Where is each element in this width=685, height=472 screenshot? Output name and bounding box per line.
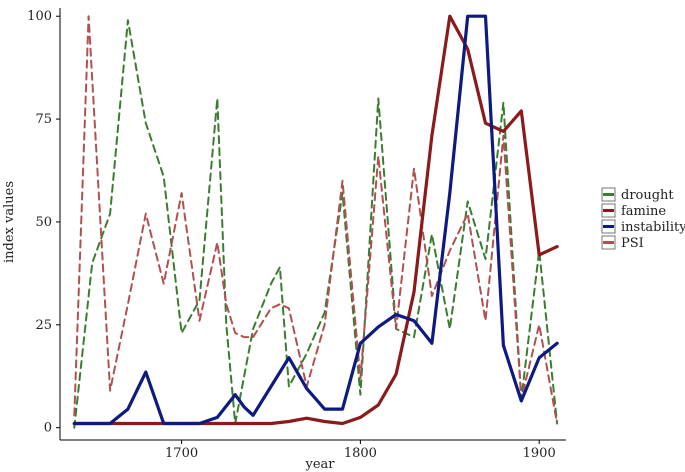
legend-label-drought: drought	[621, 188, 674, 203]
series-line-instability	[72, 14, 559, 426]
x-tick-label: 1800	[344, 446, 377, 461]
legend-label-instability: instability	[621, 220, 685, 235]
plot-lines	[72, 14, 559, 429]
legend-label-famine: famine	[621, 204, 666, 219]
y-tick-label: 75	[35, 112, 52, 127]
series-line-psi	[73, 15, 559, 425]
y-tick-label: 50	[35, 215, 52, 230]
y-tick-label: 0	[44, 421, 52, 436]
y-tick-label: 25	[35, 318, 52, 333]
x-tick-label: 1700	[165, 446, 198, 461]
x-tick-label: 1900	[523, 446, 556, 461]
y-ticks: 0 25 50 75 100	[27, 9, 60, 436]
axes	[59, 8, 566, 441]
legend-label-psi: PSI	[621, 236, 644, 251]
x-ticks: 1700 1800 1900	[165, 440, 556, 461]
y-tick-label: 100	[27, 9, 52, 24]
x-axis-title: year	[304, 457, 335, 472]
y-axis-title: index values	[2, 181, 17, 263]
series-line-famine	[72, 14, 559, 426]
